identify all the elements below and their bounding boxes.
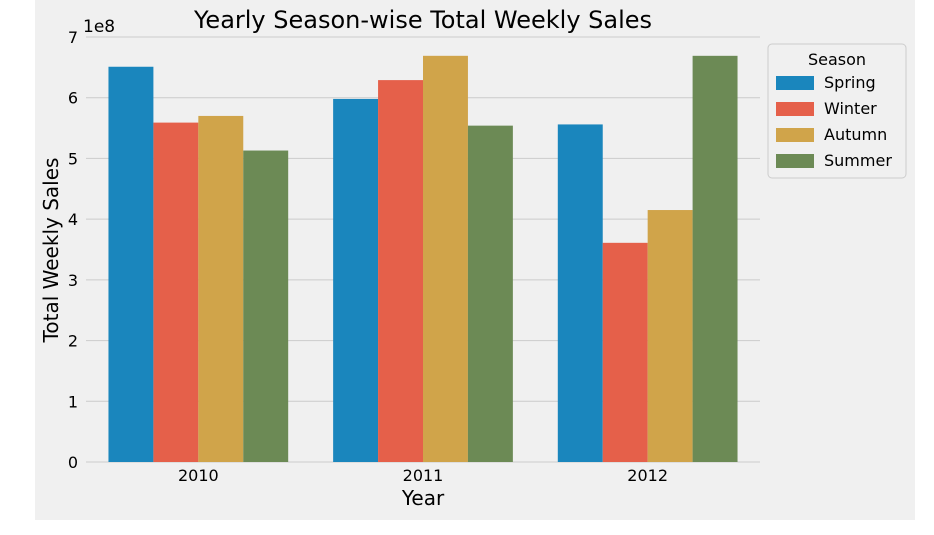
bar-summer-2011 (467, 125, 513, 463)
y-tick-label: 5 (68, 149, 78, 168)
legend-label: Spring (824, 73, 876, 92)
x-axis-label: Year (401, 486, 445, 510)
bar-winter-2010 (153, 122, 199, 462)
x-tick-labels: 2010 2011 2012 (178, 466, 668, 485)
y-tick-label: 3 (68, 271, 78, 290)
bar-summer-2012 (692, 55, 738, 462)
bar-winter-2012 (602, 242, 648, 462)
bar-winter-2011 (378, 80, 423, 462)
legend-label: Summer (824, 151, 892, 170)
y-tick-labels: 0 1 2 3 4 5 6 7 (68, 28, 78, 472)
bar-spring-2012 (557, 124, 603, 462)
y-tick-label: 7 (68, 28, 78, 47)
x-tick-label: 2011 (403, 466, 444, 485)
bar-spring-2010 (108, 66, 154, 462)
legend-label: Autumn (824, 125, 887, 144)
y-axis-label: Total Weekly Sales (39, 158, 63, 344)
bar-autumn-2010 (198, 115, 244, 462)
y-tick-label: 6 (68, 89, 78, 108)
bars (108, 55, 738, 463)
x-tick-label: 2012 (627, 466, 668, 485)
legend-swatch (776, 102, 814, 116)
legend-title: Season (808, 50, 866, 69)
chart-title: Yearly Season-wise Total Weekly Sales (193, 6, 652, 34)
bar-spring-2011 (333, 98, 379, 462)
bar-autumn-2011 (423, 55, 468, 462)
y-multiplier-label: 1e8 (83, 17, 115, 37)
legend-label: Winter (824, 99, 877, 118)
legend-swatch (776, 76, 814, 90)
y-tick-label: 4 (68, 210, 78, 229)
legend-swatch (776, 128, 814, 142)
y-tick-label: 1 (68, 392, 78, 411)
x-tick-label: 2010 (178, 466, 219, 485)
bar-autumn-2012 (647, 210, 693, 462)
legend-swatch (776, 154, 814, 168)
legend: Season Spring Winter Autumn Summer (767, 43, 907, 179)
y-tick-label: 2 (68, 332, 78, 351)
bar-summer-2010 (243, 150, 289, 463)
y-tick-label: 0 (68, 453, 78, 472)
